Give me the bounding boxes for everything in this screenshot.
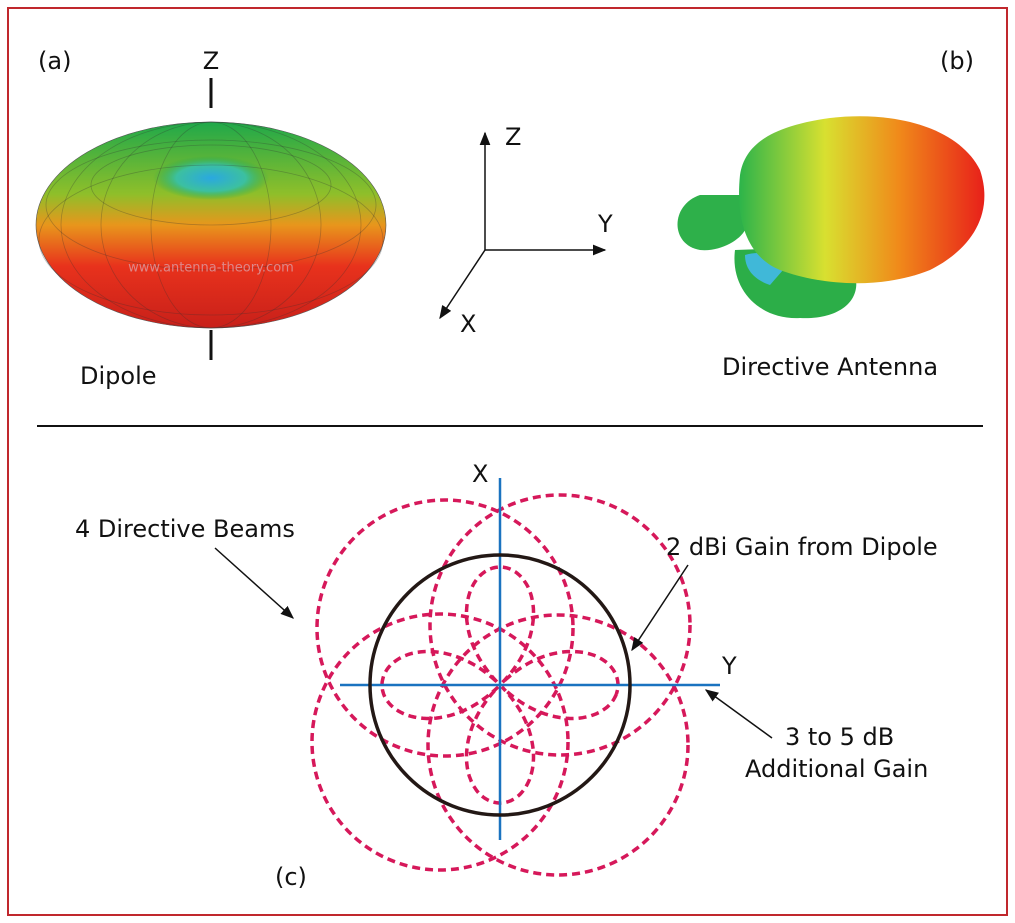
coordinate-axes [439,131,607,320]
annotation: Additional Gain [745,755,928,783]
axis-label: X [472,460,488,488]
dipole-pattern [35,121,387,329]
annotation: 2 dBi Gain from Dipole [666,533,938,561]
axis-label: X [460,310,476,338]
panel-label: (c) [275,863,307,891]
directive-beam [428,493,692,757]
annotation: 4 Directive Beams [75,515,295,543]
axis-label: Z [203,47,219,75]
panel-label: (a) [38,47,71,75]
polar-diagram [310,478,720,877]
axis-label: Y [597,210,613,238]
axis-label: Z [505,123,521,151]
directive-beam [310,612,570,872]
frame [7,7,1008,916]
dipole-gain-circle [368,553,632,817]
annotation-arrows [214,547,773,739]
panel-label: (b) [940,47,974,75]
caption: Dipole [80,362,157,390]
watermark: www.antenna-theory.com [128,261,294,276]
directive-beam [315,498,575,758]
annotation: 3 to 5 dB [785,723,894,751]
petal-pattern [380,565,620,805]
directive-pattern [677,116,985,319]
axis-label: Y [721,652,737,680]
directive-beam [426,613,690,877]
caption: Directive Antenna [722,353,938,381]
